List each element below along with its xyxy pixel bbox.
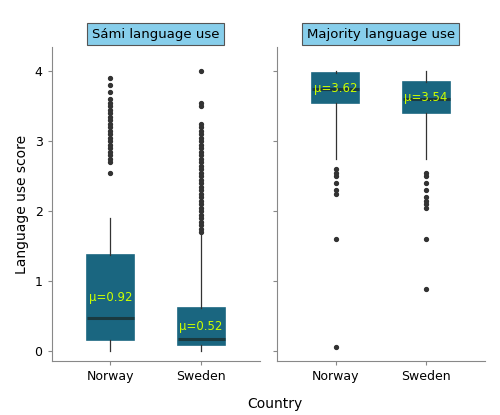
PathPatch shape: [87, 255, 134, 340]
Text: Majority language use: Majority language use: [307, 27, 455, 41]
PathPatch shape: [178, 308, 224, 345]
Text: μ=3.62: μ=3.62: [314, 82, 358, 95]
Text: Sámi language use: Sámi language use: [92, 27, 220, 41]
Text: Country: Country: [248, 397, 302, 411]
PathPatch shape: [312, 73, 359, 103]
Y-axis label: Language use score: Language use score: [15, 134, 29, 273]
Text: μ=3.54: μ=3.54: [404, 91, 448, 104]
Text: μ=0.92: μ=0.92: [88, 291, 132, 304]
Text: μ=0.52: μ=0.52: [180, 320, 223, 333]
PathPatch shape: [402, 82, 450, 113]
